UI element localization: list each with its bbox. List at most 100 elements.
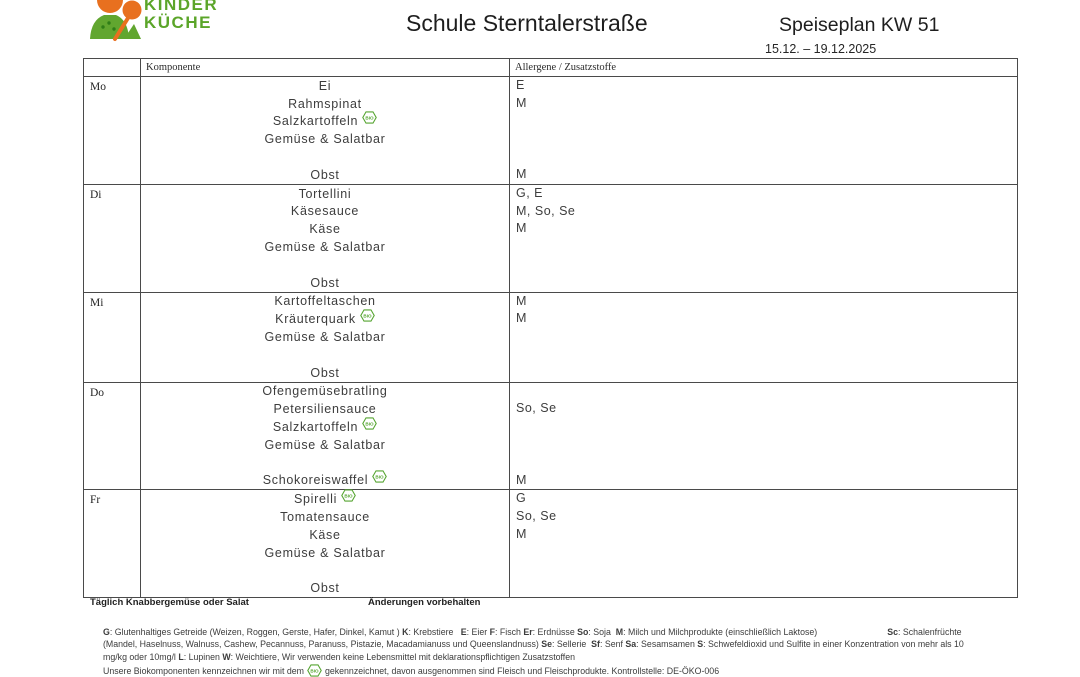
bio-note-clipped-line: Unsere Biokomponenten kennzeichnen wir m… [103,664,719,677]
header-cell-allergene: Allergene / Zusatzstoffe [515,62,617,73]
legend-line: mg/kg oder 10mg/l L: Lupinen W: Weichtie… [103,651,1003,663]
legend-text: : Fisch [495,627,524,637]
legend-text: : Glutenhaltiges Getreide (Weizen, Rogge… [109,627,403,637]
bio-icon: BIO [307,664,322,677]
allergen-codes [510,383,1017,401]
allergen-codes: So, Se [516,401,557,416]
allergen-codes: M [516,472,527,487]
menu-item-line: Tortellini [141,185,509,203]
kinderkueche-logo: KINDER KÜCHE [88,0,308,45]
day-row-Di: Di Tortellini Käsesauce Käse Gemüse & Salatb… [84,183,1017,292]
legend-code: So [577,627,589,637]
svg-text:BIO: BIO [344,493,353,498]
legend-code: Sc [887,627,898,637]
allergen-codes [510,364,1017,382]
allergen-codes [510,436,1017,454]
menu-item-line [141,256,509,274]
menu-item-line: Gemüse & Salatbar [141,436,509,454]
allergens-cell: G So, Se M [510,490,1017,597]
allergen-codes: G, E [516,185,544,200]
day-label: Do [90,386,105,399]
allergen-codes [510,562,1017,580]
menu-item-label: Käse [309,222,341,237]
components-cell: Ofengemüsebratling Petersiliensauce Salzka… [141,382,510,490]
components-cell: Spirelli BIO Tomatensauce Käse Gemüse & Sala… [141,489,510,598]
logo-word-kinder: KINDER [144,0,219,14]
bio-note-suffix: gekennzeichnet, davon ausgenommen sind F… [324,665,720,676]
menu-item-label: Obst [310,275,340,290]
menu-item-line: Käsesauce [141,203,509,221]
day-label: Di [90,188,102,201]
allergen-codes [510,579,1017,597]
legend-text: : Sellerie [552,639,592,650]
bio-icon: BIO [372,470,388,483]
menu-item-label: Rahmspinat [288,96,362,111]
allergen-codes [510,113,1017,131]
legend-text: : Krebstiere [408,627,461,637]
bio-note-prefix: Unsere Biokomponenten kennzeichnen wir m… [103,665,304,676]
menu-item-label: Tortellini [298,186,352,201]
day-cell: Mo [84,77,141,184]
legend-code: S [697,639,704,650]
page-title: Schule Sterntalerstraße [406,10,648,36]
day-label: Mi [90,296,104,309]
day-row-Fr: Fr Spirelli BIO Tomatensauce Käse Gemüse & Sa… [84,489,1017,598]
allergen-codes: E [516,78,525,92]
legend-code: W [222,651,231,662]
header-cell-day [84,59,141,76]
menu-item-line: Obst [141,364,509,382]
date-range: 15.12. – 19.12.2025 [765,42,877,56]
day-cell: Do [84,382,141,490]
menu-item-line: Käse [141,526,509,544]
allergen-codes: So, Se [516,509,557,524]
legend-code: F [489,627,495,637]
allergen-codes: M [516,221,527,236]
allergen-codes [510,454,1017,472]
menu-item-label: Käsesauce [290,204,360,219]
legend-code: K [402,627,409,637]
svg-text:BIO: BIO [366,421,375,426]
day-cell: Mi [84,292,141,382]
legend-code: Sa [625,639,637,650]
allergen-codes [510,130,1017,148]
legend-text: : Eier [466,627,490,637]
day-label: Mo [90,81,106,93]
menu-item-label: Spirelli [293,492,338,507]
menu-item-line: Obst [141,166,509,184]
daily-note: Täglich Knabbergemüse oder Salat [90,597,249,608]
svg-text:BIO: BIO [376,474,385,479]
menu-item-label: Obst [310,365,340,380]
menu-item-line: Schokoreiswaffel BIO [141,470,509,490]
menu-item-line: Ei [141,77,509,95]
legend-text: (Mandel, Haselnuss, Walnuss, Cashew, Pec… [103,639,542,650]
components-cell: Ei Rahmspinat Salzkartoffeln BIO Gemüse & Sa… [141,77,510,184]
menu-item-line: Gemüse & Salatbar [141,544,509,562]
allergen-codes [510,418,1017,436]
legend-code: Er [523,627,533,637]
allergen-codes: M, So, Se [516,203,576,218]
legend-code: G [103,627,110,637]
menu-item-line: Tomatensauce [141,508,509,526]
allergen-codes: M [516,526,527,541]
legend-text: : Weichtiere, Wir verwenden keine Lebens… [230,651,576,662]
menu-item-line: Rahmspinat [141,95,509,113]
allergen-legend: G: Glutenhaltiges Getreide (Weizen, Rogg… [103,626,1003,663]
menu-item-line: Kräuterquark BIO [141,309,509,328]
legend-text: : Senf [599,639,626,650]
allergen-codes: M [516,166,527,181]
menu-table-body: Mo Ei Rahmspinat Salzkartoffeln BIO Gemüse & … [84,76,1017,598]
menu-item-label: Schokoreiswaffel [262,473,369,488]
menu-item-label: Gemüse & Salatbar [264,330,386,345]
menu-item-line: Obst [141,579,509,597]
day-row-Mo: Mo Ei Rahmspinat Salzkartoffeln BIO Gemüse & … [84,76,1017,184]
allergen-codes [510,544,1017,562]
logo-word-kueche: KÜCHE [144,13,212,32]
svg-text:BIO: BIO [363,313,372,318]
menu-item-label: Obst [310,581,340,596]
menu-item-label: Gemüse & Salatbar [264,240,386,255]
menu-item-line [141,148,509,166]
menu-item-label: Kräuterquark [275,312,356,327]
menu-item-line: Petersiliensauce [141,400,509,418]
menu-item-line: Spirelli BIO [141,489,509,508]
allergen-codes: M [516,311,527,326]
